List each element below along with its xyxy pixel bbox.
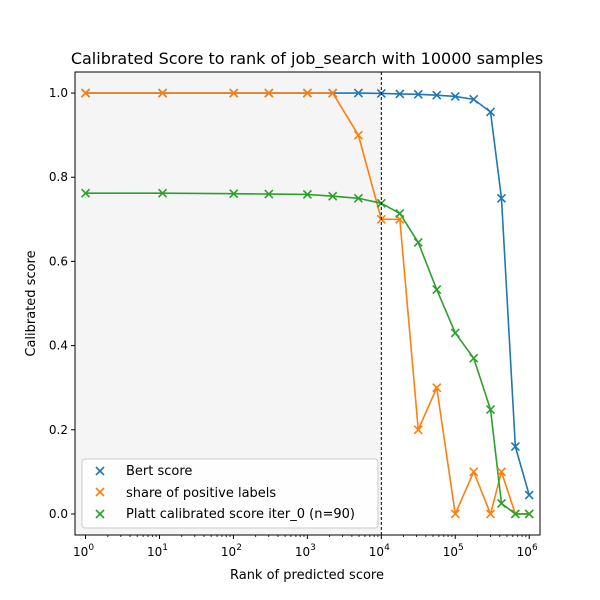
legend-label-bert-score: Bert score bbox=[126, 464, 192, 479]
data-point-platt-calibrated-score-iter-0-n-90 bbox=[496, 498, 507, 508]
data-point-platt-calibrated-score-iter-0-n-90 bbox=[80, 188, 91, 198]
data-point-share-of-positive-labels bbox=[264, 88, 274, 98]
data-point-platt-calibrated-score-iter-0-n-90 bbox=[264, 189, 274, 199]
data-point-platt-calibrated-score-iter-0-n-90 bbox=[432, 285, 442, 295]
data-point-share-of-positive-labels bbox=[302, 88, 312, 98]
data-point-bert-score bbox=[510, 442, 520, 452]
legend-label-share-of-positive-labels: share of positive labels bbox=[126, 486, 276, 501]
data-point-bert-score bbox=[353, 88, 363, 98]
legend-marker-platt-calibrated-score-iter-0-n-90 bbox=[95, 509, 105, 519]
data-point-share-of-positive-labels bbox=[485, 509, 496, 519]
y-tick-label: 0.6 bbox=[49, 254, 68, 268]
data-point-share-of-positive-labels bbox=[413, 425, 423, 435]
data-point-platt-calibrated-score-iter-0-n-90 bbox=[395, 208, 405, 218]
y-tick-label: 0.2 bbox=[49, 423, 68, 437]
x-axis-label: Rank of predicted score bbox=[230, 568, 384, 583]
data-point-share-of-positive-labels bbox=[469, 467, 479, 477]
legend-marker-share-of-positive-labels bbox=[95, 487, 105, 497]
data-point-platt-calibrated-score-iter-0-n-90 bbox=[524, 509, 534, 519]
y-tick-label: 0.0 bbox=[49, 507, 68, 521]
data-point-bert-score bbox=[395, 89, 405, 99]
data-point-bert-score bbox=[496, 193, 507, 203]
chart-title: Calibrated Score to rank of job_search w… bbox=[71, 49, 543, 69]
legend-marker-bert-score bbox=[95, 466, 105, 476]
y-axis-label: Calibrated score bbox=[24, 250, 39, 356]
data-point-platt-calibrated-score-iter-0-n-90 bbox=[302, 189, 312, 200]
data-point-bert-score bbox=[432, 90, 442, 100]
data-point-share-of-positive-labels bbox=[157, 88, 168, 98]
data-point-share-of-positive-labels bbox=[328, 88, 338, 98]
data-point-bert-score bbox=[485, 107, 496, 117]
data-point-platt-calibrated-score-iter-0-n-90 bbox=[469, 353, 479, 363]
shaded-region bbox=[75, 72, 382, 535]
y-tick-label: 0.8 bbox=[49, 170, 68, 184]
data-point-share-of-positive-labels bbox=[229, 88, 239, 98]
data-point-share-of-positive-labels bbox=[353, 130, 363, 140]
data-point-platt-calibrated-score-iter-0-n-90 bbox=[353, 193, 363, 203]
data-point-platt-calibrated-score-iter-0-n-90 bbox=[413, 237, 423, 248]
data-point-bert-score bbox=[413, 89, 423, 99]
data-point-platt-calibrated-score-iter-0-n-90 bbox=[450, 328, 460, 338]
data-point-share-of-positive-labels bbox=[80, 88, 91, 98]
data-point-bert-score bbox=[524, 490, 534, 500]
data-point-platt-calibrated-score-iter-0-n-90 bbox=[485, 405, 496, 415]
legend-label-platt-calibrated-score: Platt calibrated score iter_0 (n=90) bbox=[126, 507, 355, 522]
legend-box bbox=[81, 458, 379, 529]
data-point-share-of-positive-labels bbox=[450, 509, 460, 519]
data-point-platt-calibrated-score-iter-0-n-90 bbox=[229, 189, 239, 199]
data-point-platt-calibrated-score-iter-0-n-90 bbox=[328, 191, 338, 201]
y-tick-label: 0.4 bbox=[49, 339, 68, 353]
data-point-share-of-positive-labels bbox=[496, 467, 507, 477]
data-point-bert-score bbox=[450, 91, 460, 101]
data-point-platt-calibrated-score-iter-0-n-90 bbox=[510, 509, 520, 519]
data-point-platt-calibrated-score-iter-0-n-90 bbox=[157, 188, 168, 198]
y-tick-label: 1.0 bbox=[49, 86, 68, 100]
data-point-share-of-positive-labels bbox=[432, 383, 442, 393]
legend: Bert score share of positive labels Plat… bbox=[81, 458, 379, 529]
data-point-bert-score bbox=[469, 94, 479, 104]
